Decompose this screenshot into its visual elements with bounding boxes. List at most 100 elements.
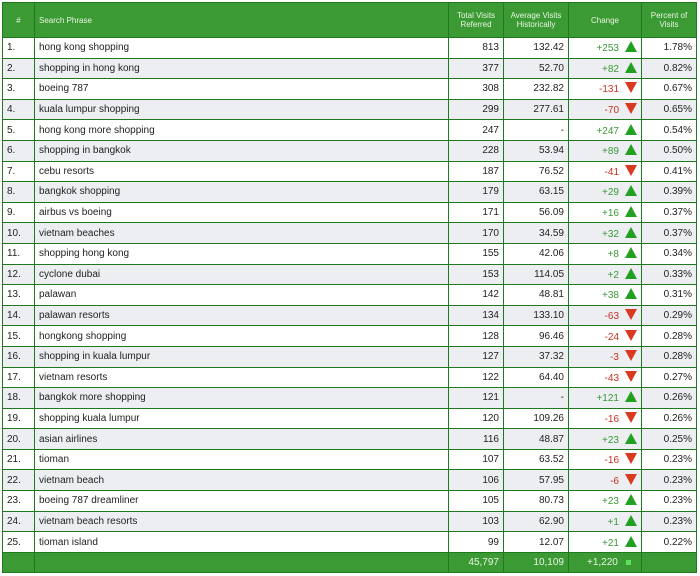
search-phrase[interactable]: vietnam resorts (34, 366, 449, 389)
table-row: 21. tioman 107 63.52 -16 0.23% (2, 448, 697, 471)
change-value: -131 (598, 84, 619, 96)
search-phrase[interactable]: cebu resorts (34, 160, 449, 183)
arrow-up-icon (625, 535, 637, 547)
arrow-down-icon (625, 329, 637, 341)
average-visits: 53.94 (503, 139, 569, 162)
row-index: 18. (2, 387, 35, 409)
percent-visits: 0.22% (641, 531, 697, 553)
average-visits: 42.06 (503, 242, 569, 265)
search-phrase[interactable]: palawan (34, 284, 449, 306)
search-phrase[interactable]: vietnam beach resorts (34, 510, 449, 533)
search-phrase[interactable]: tioman island (34, 531, 449, 553)
percent-visits: 0.41% (641, 160, 697, 183)
row-index: 22. (2, 469, 35, 492)
table-row: 7. cebu resorts 187 76.52 -41 0.41% (2, 160, 697, 183)
col-phrase[interactable]: Search Phrase (34, 2, 449, 38)
search-phrase[interactable]: airbus vs boeing (34, 201, 449, 224)
total-visits: 247 (448, 119, 504, 141)
search-phrase[interactable]: shopping in kuala lumpur (34, 345, 449, 368)
average-visits: 114.05 (503, 263, 569, 286)
row-index: 6. (2, 139, 35, 162)
percent-visits: 0.26% (641, 387, 697, 409)
col-total-visits[interactable]: Total Visits Referred (448, 2, 504, 38)
change-cell: -70 (568, 98, 642, 121)
table-row: 11. shopping hong kong 155 42.06 +8 0.34% (2, 242, 697, 265)
arrow-up-icon (625, 391, 637, 403)
search-phrase[interactable]: boeing 787 dreamliner (34, 490, 449, 512)
arrow-down-icon (625, 370, 637, 382)
search-phrase[interactable]: kuala lumpur shopping (34, 98, 449, 121)
total-visits: 127 (448, 345, 504, 368)
arrow-up-icon (625, 144, 637, 156)
change-value: +23 (602, 496, 619, 508)
percent-visits: 0.28% (641, 325, 697, 347)
percent-visits: 0.29% (641, 304, 697, 327)
table-row: 20. asian airlines 116 48.87 +23 0.25% (2, 428, 697, 450)
table-row: 13. palawan 142 48.81 +38 0.31% (2, 284, 697, 306)
total-visits: 121 (448, 387, 504, 409)
change-value: +247 (596, 125, 619, 137)
average-visits: 109.26 (503, 407, 569, 430)
search-phrase[interactable]: vietnam beach (34, 469, 449, 492)
arrow-up-icon (625, 123, 637, 135)
total-visits: 99 (448, 531, 504, 553)
row-index: 11. (2, 242, 35, 265)
change-cell: -41 (568, 160, 642, 183)
search-phrase[interactable]: vietnam beaches (34, 222, 449, 244)
row-index: 8. (2, 181, 35, 203)
search-phrase[interactable]: hong kong more shopping (34, 119, 449, 141)
arrow-down-icon (625, 309, 637, 321)
percent-visits: 0.23% (641, 448, 697, 471)
average-visits: 62.90 (503, 510, 569, 533)
total-visits: 377 (448, 57, 504, 80)
arrow-up-icon (625, 432, 637, 444)
header-row: # Search Phrase Total Visits Referred Av… (2, 2, 697, 38)
arrow-up-icon (625, 288, 637, 300)
arrow-up-icon (625, 41, 637, 53)
percent-visits: 0.28% (641, 345, 697, 368)
change-value: +21 (602, 537, 619, 549)
search-phrase[interactable]: cyclone dubai (34, 263, 449, 286)
search-phrase[interactable]: shopping in bangkok (34, 139, 449, 162)
change-value: +29 (602, 187, 619, 199)
arrow-down-icon (625, 82, 637, 94)
table-row: 6. shopping in bangkok 228 53.94 +89 0.50% (2, 139, 697, 162)
search-phrase[interactable]: boeing 787 (34, 78, 449, 100)
search-phrase[interactable]: shopping kuala lumpur (34, 407, 449, 430)
col-index[interactable]: # (2, 2, 35, 38)
row-index: 5. (2, 119, 35, 141)
row-index: 20. (2, 428, 35, 450)
row-index: 25. (2, 531, 35, 553)
search-phrase[interactable]: shopping hong kong (34, 242, 449, 265)
search-phrase[interactable]: bangkok shopping (34, 181, 449, 203)
table-row: 19. shopping kuala lumpur 120 109.26 -16 0.26… (2, 407, 697, 430)
table-row: 12. cyclone dubai 153 114.05 +2 0.33% (2, 263, 697, 286)
search-phrase[interactable]: shopping in hong kong (34, 57, 449, 80)
col-average-visits[interactable]: Average Visits Historically (503, 2, 569, 38)
change-cell: -16 (568, 448, 642, 471)
col-change[interactable]: Change (568, 2, 642, 38)
arrow-down-icon (625, 350, 637, 362)
average-visits: 57.95 (503, 469, 569, 492)
table-row: 24. vietnam beach resorts 103 62.90 +1 0.23% (2, 510, 697, 533)
arrow-up-icon (625, 206, 637, 218)
change-cell: -16 (568, 407, 642, 430)
row-index: 14. (2, 304, 35, 327)
change-cell: -6 (568, 469, 642, 492)
search-phrase[interactable]: asian airlines (34, 428, 449, 450)
total-visits: 813 (448, 37, 504, 59)
change-value: -41 (604, 166, 619, 178)
search-phrase[interactable]: palawan resorts (34, 304, 449, 327)
total-visits: 134 (448, 304, 504, 327)
arrow-up-icon (625, 514, 637, 526)
search-phrase[interactable]: hong kong shopping (34, 37, 449, 59)
change-value: +32 (602, 228, 619, 240)
search-phrase[interactable]: hongkong shopping (34, 325, 449, 347)
total-visits: 128 (448, 325, 504, 347)
col-percent[interactable]: Percent of Visits (641, 2, 697, 38)
search-phrase[interactable]: bangkok more shopping (34, 387, 449, 409)
search-phrase[interactable]: tioman (34, 448, 449, 471)
total-visits: 187 (448, 160, 504, 183)
average-visits: - (503, 387, 569, 409)
change-cell: +89 (568, 139, 642, 162)
